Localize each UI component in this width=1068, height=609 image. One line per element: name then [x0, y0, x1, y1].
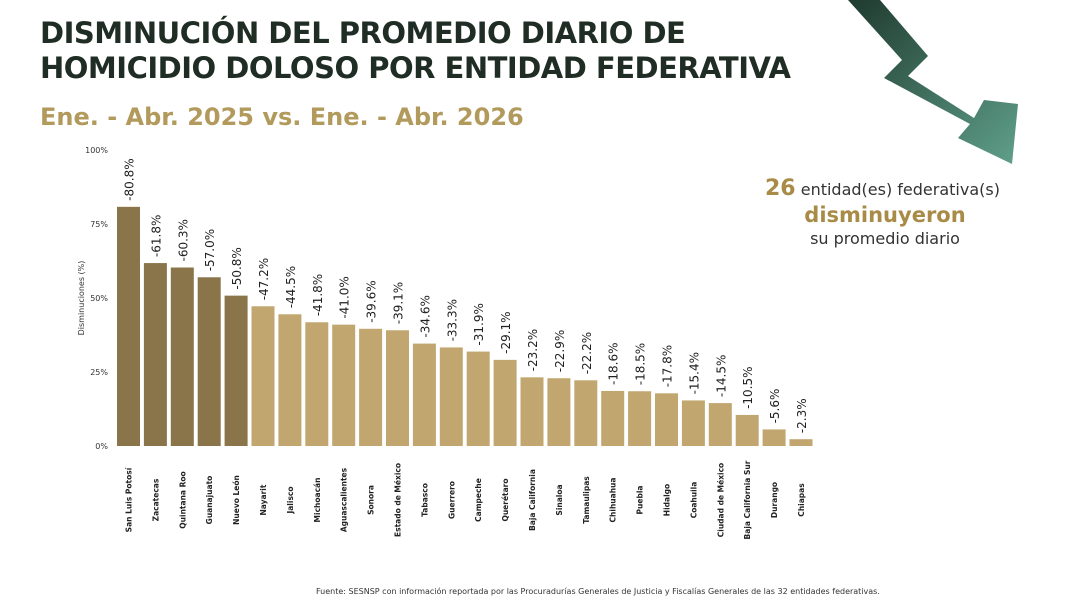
category-label: Tamaulipas: [582, 476, 591, 524]
bar: [412, 343, 436, 446]
y-tick-label: 100%: [85, 146, 108, 155]
page-title: DISMINUCIÓN DEL PROMEDIO DIARIO DE HOMIC…: [40, 16, 791, 86]
data-label: -61.8%: [149, 215, 163, 257]
y-tick-label: 50%: [90, 294, 108, 303]
y-axis-label: Disminuciones (%): [77, 261, 86, 336]
bar: [332, 324, 356, 446]
title-line-2: HOMICIDIO DOLOSO POR ENTIDAD FEDERATIVA: [40, 51, 791, 85]
bar: [547, 378, 571, 446]
data-label: -34.6%: [418, 295, 432, 337]
category-label: Michoacán: [313, 478, 322, 523]
callout-line-1-text: entidad(es) federativa(s): [800, 180, 1000, 199]
category-label: Zacatecas: [151, 478, 160, 521]
data-label: -18.6%: [607, 342, 621, 384]
category-label: Chihuahua: [609, 478, 618, 523]
bar: [197, 277, 221, 446]
y-tick-label: 75%: [90, 220, 108, 229]
down-trend-arrow-icon: [848, 0, 1018, 164]
category-label: Campeche: [474, 478, 483, 522]
callout-line-2: disminuyeron: [804, 203, 966, 227]
data-label: -5.6%: [768, 389, 782, 424]
category-label: Estado de México: [394, 463, 403, 537]
bar: [117, 206, 140, 446]
data-label: -18.5%: [634, 343, 648, 385]
bar: [789, 439, 813, 446]
category-label: Baja California: [528, 469, 537, 531]
bar: [574, 380, 598, 446]
category-label: Sonora: [367, 485, 376, 515]
data-label: -39.1%: [392, 282, 406, 324]
category-label: Querétaro: [501, 478, 510, 521]
bar: [735, 414, 759, 446]
category-label: Puebla: [636, 486, 645, 515]
category-label: Tabasco: [420, 483, 429, 517]
category-label: Guanajuato: [205, 476, 214, 525]
category-label: Nayarit: [259, 484, 268, 515]
data-label: -41.0%: [338, 276, 352, 318]
category-label: Chiapas: [797, 483, 806, 517]
title-line-1: DISMINUCIÓN DEL PROMEDIO DIARIO DE: [40, 16, 686, 50]
data-label: -29.1%: [499, 311, 513, 353]
data-label: -10.5%: [741, 366, 755, 408]
bar: [359, 328, 383, 446]
bar: [628, 391, 652, 446]
data-label: -80.8%: [123, 158, 137, 200]
data-label: -22.9%: [553, 330, 567, 372]
bar: [493, 359, 517, 446]
callout-count: 26: [765, 176, 796, 201]
data-label: -44.5%: [284, 266, 298, 308]
category-label: Hidalgo: [663, 484, 672, 516]
category-label: Sinaloa: [555, 484, 564, 515]
category-label: Coahuila: [689, 482, 698, 519]
bar: [143, 263, 167, 446]
bar: [655, 393, 678, 446]
bar: [439, 347, 463, 446]
data-label: -39.6%: [365, 280, 379, 322]
data-label: -23.2%: [526, 329, 540, 371]
bar: [170, 267, 194, 446]
bar: [305, 322, 329, 446]
data-label: -2.3%: [795, 398, 809, 433]
category-label: Baja California Sur: [743, 460, 752, 539]
data-label: -47.2%: [257, 258, 271, 300]
bar: [762, 429, 786, 446]
category-label: Quintana Roo: [178, 471, 187, 528]
data-label: -14.5%: [714, 355, 728, 397]
y-tick-label: 25%: [90, 368, 108, 377]
category-label: Aguascalientes: [340, 467, 349, 532]
bar: [251, 306, 275, 446]
bar: [520, 377, 544, 446]
category-label: Ciudad de México: [716, 463, 725, 537]
data-label: -33.3%: [445, 299, 459, 341]
y-tick-label: 0%: [95, 442, 108, 451]
source-note: Fuente: SESNSP con información reportada…: [316, 587, 880, 596]
bar: [601, 390, 625, 446]
bar: [681, 400, 705, 446]
data-label: -17.8%: [661, 345, 675, 387]
bar: [224, 295, 248, 446]
category-label: Durango: [770, 482, 779, 518]
category-label: San Luis Potosí: [125, 467, 134, 532]
data-label: -15.4%: [687, 352, 701, 394]
data-label: -57.0%: [203, 229, 217, 271]
category-label: Jalisco: [286, 486, 295, 514]
data-label: -41.8%: [311, 274, 325, 316]
data-label: -50.8%: [230, 247, 244, 289]
category-label: Nuevo León: [232, 475, 241, 525]
data-label: -60.3%: [176, 219, 190, 261]
data-label: -22.2%: [580, 332, 594, 374]
bar: [278, 314, 302, 446]
page-subtitle: Ene. - Abr. 2025 vs. Ene. - Abr. 2026: [40, 103, 524, 131]
callout-line-1: 26 entidad(es) federativa(s): [765, 176, 1035, 201]
bar: [466, 351, 490, 446]
data-label: -31.9%: [472, 303, 486, 345]
summary-callout: 26 entidad(es) federativa(s) disminuyero…: [765, 176, 1035, 248]
bar: [708, 403, 732, 446]
callout-line-3: su promedio diario: [810, 229, 960, 248]
category-label: Guerrero: [447, 481, 456, 519]
bar: [386, 330, 409, 446]
